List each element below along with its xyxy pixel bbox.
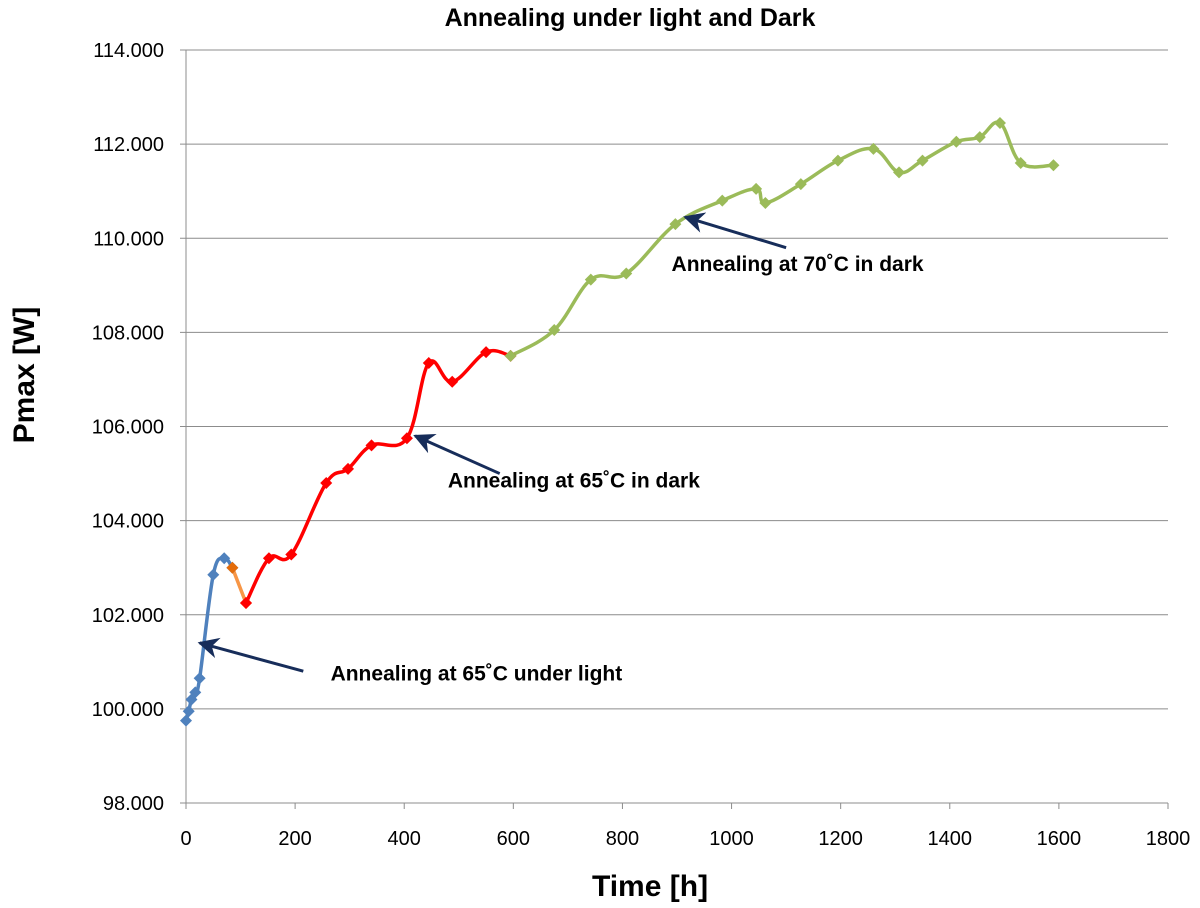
annotations: Annealing at 65˚C under light Annealing a…: [197, 212, 924, 686]
data-point: [240, 596, 253, 609]
data-point: [759, 196, 772, 209]
annotation-label: Annealing at 65˚C under light: [331, 663, 623, 686]
data-point: [193, 672, 206, 685]
data-point: [182, 705, 195, 718]
x-tick-label: 1600: [1037, 828, 1082, 850]
data-point: [669, 218, 682, 231]
annotation-label: Annealing at 70˚C in dark: [672, 253, 924, 276]
y-tick-label: 106.000: [92, 417, 164, 439]
y-tick-label: 110.000: [93, 228, 164, 250]
y-tick-label: 102.000: [92, 605, 164, 627]
data-point: [226, 561, 239, 574]
data-point: [973, 131, 986, 144]
data-point: [285, 548, 298, 561]
x-tick-label: 0: [180, 828, 191, 850]
data-point: [950, 135, 963, 148]
data-point: [180, 714, 192, 727]
data-point: [189, 686, 202, 699]
chart-title: Annealing under light and Dark: [445, 4, 816, 32]
y-tick-label: 108.000: [92, 322, 164, 344]
data-point: [342, 462, 355, 475]
x-axis-title: Time [h]: [592, 870, 708, 903]
gridlines: [186, 49, 1168, 710]
data-point: [893, 166, 906, 179]
x-tick-label: 200: [278, 828, 311, 850]
data-point: [320, 476, 333, 489]
data-point: [365, 439, 378, 452]
data-point: [620, 267, 633, 280]
y-tick-label: 114.000: [93, 40, 164, 62]
annotation-label: Annealing at 65˚C in dark: [448, 470, 700, 493]
annotation-arrow: [413, 434, 501, 475]
data-point: [400, 432, 413, 445]
x-tick-label: 800: [606, 828, 639, 850]
data-point: [504, 349, 517, 362]
x-tick-label: 1000: [709, 828, 754, 850]
axes: 98.000 100.000 102.000 104.000 106.000 108.00…: [92, 40, 1191, 850]
data-point: [548, 324, 561, 337]
annotation-arrow: [683, 212, 787, 250]
y-axis-title: Pmax [W]: [8, 307, 41, 444]
x-tick-label: 1800: [1146, 828, 1191, 850]
x-tick-label: 600: [497, 828, 530, 850]
data-point: [916, 154, 929, 167]
annotation-arrow: [197, 637, 304, 673]
data-point: [584, 273, 597, 286]
series-line: [230, 565, 248, 605]
data-point: [480, 346, 493, 359]
data-point: [831, 154, 844, 167]
y-tick-label: 98.000: [103, 793, 164, 815]
y-tick-label: 104.000: [92, 511, 164, 533]
data-point: [446, 375, 459, 388]
data-point: [262, 552, 275, 565]
data-point: [716, 194, 729, 207]
y-tick-label: 112.000: [93, 134, 164, 156]
data-point: [1014, 156, 1027, 169]
data-point: [218, 552, 231, 565]
data-point: [422, 356, 435, 369]
data-point: [867, 142, 880, 155]
data-point: [1047, 159, 1060, 172]
series-line: [508, 120, 1056, 358]
data-point: [750, 182, 763, 195]
x-tick-label: 1400: [928, 828, 973, 850]
x-tick-label: 400: [388, 828, 421, 850]
data-point: [993, 116, 1006, 129]
data-point: [794, 178, 807, 191]
x-tick-label: 1200: [818, 828, 863, 850]
plot-series: [180, 116, 1060, 727]
y-tick-label: 100.000: [92, 699, 164, 721]
data-point: [207, 568, 220, 581]
